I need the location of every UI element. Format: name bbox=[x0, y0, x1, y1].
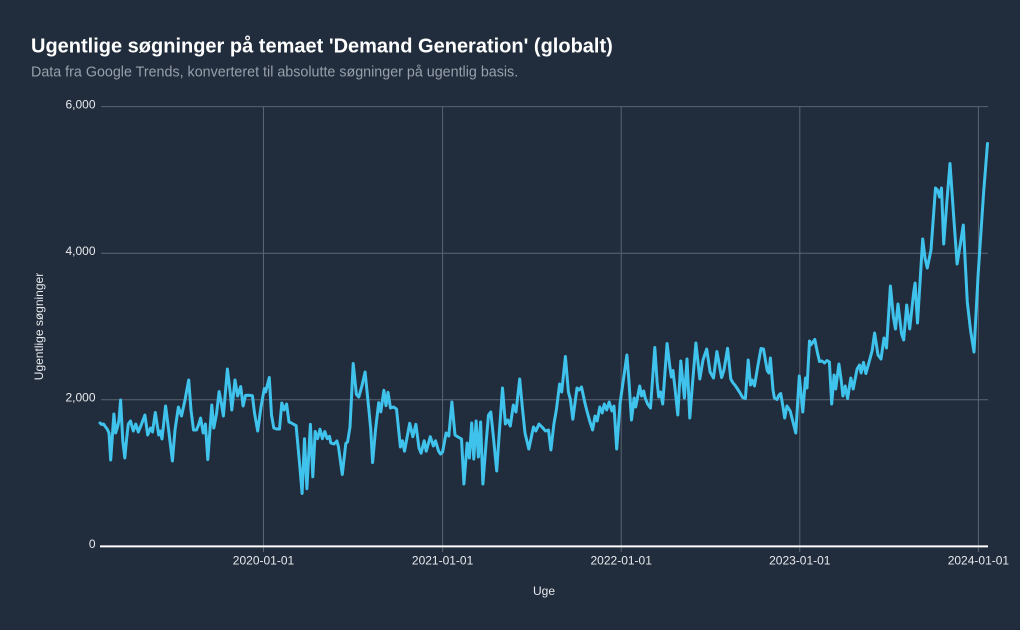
svg-text:2022-01-01: 2022-01-01 bbox=[591, 554, 653, 568]
svg-text:Data fra Google Trends, konver: Data fra Google Trends, konverteret til … bbox=[31, 65, 518, 81]
svg-text:Uge: Uge bbox=[533, 584, 555, 598]
svg-text:2024-01-01: 2024-01-01 bbox=[948, 554, 1010, 568]
svg-text:Ugentlige søgninger på temaet: Ugentlige søgninger på temaet 'Demand Ge… bbox=[31, 34, 613, 57]
svg-text:Ugentlige søgninger: Ugentlige søgninger bbox=[32, 273, 46, 380]
svg-text:2023-01-01: 2023-01-01 bbox=[769, 554, 831, 568]
svg-text:2020-01-01: 2020-01-01 bbox=[233, 554, 295, 568]
svg-text:4,000: 4,000 bbox=[65, 244, 95, 258]
svg-text:2,000: 2,000 bbox=[65, 391, 95, 405]
svg-text:2021-01-01: 2021-01-01 bbox=[412, 554, 474, 568]
svg-text:6,000: 6,000 bbox=[65, 97, 95, 111]
svg-text:0: 0 bbox=[89, 537, 96, 551]
